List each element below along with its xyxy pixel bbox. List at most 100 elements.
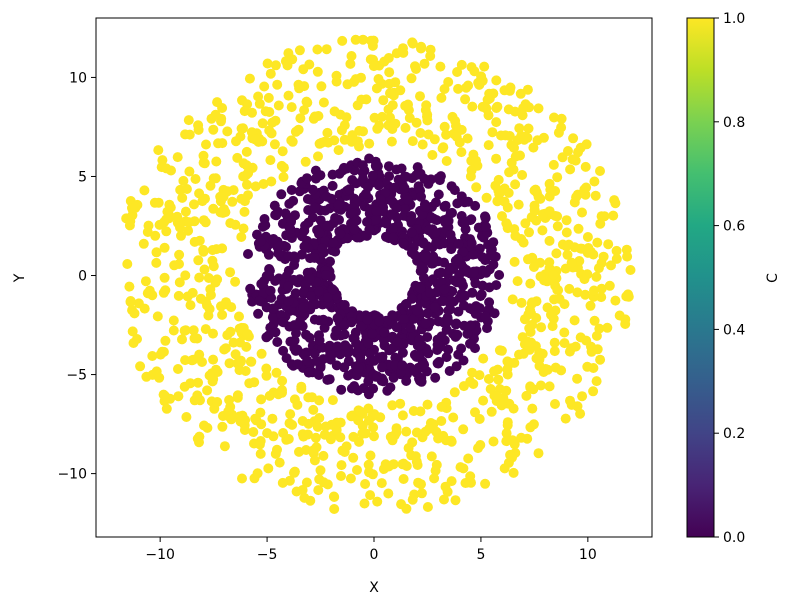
point-c1 [604,280,615,291]
point-c0 [351,215,362,226]
point-c1 [277,146,288,157]
point-c0 [340,340,351,351]
point-c1 [237,410,248,421]
point-c1 [345,58,356,69]
point-c1 [516,297,527,308]
point-c0 [405,323,416,333]
point-c1 [391,423,402,434]
point-c1 [522,84,533,95]
point-c1 [525,382,536,393]
point-c1 [313,151,323,162]
point-c1 [416,41,427,52]
point-c1 [329,106,340,117]
point-c1 [478,395,489,406]
point-c0 [367,170,378,181]
point-c0 [296,249,307,260]
point-c0 [331,325,342,336]
point-c0 [368,383,379,394]
point-c1 [173,364,183,374]
point-c1 [546,309,556,320]
point-c1 [153,197,164,208]
point-c0 [397,347,408,358]
point-c1 [308,404,319,415]
point-c1 [199,158,210,169]
point-c0 [456,276,467,287]
point-c1 [168,325,179,336]
point-c1 [273,389,284,400]
point-c1 [492,196,503,207]
point-c1 [595,354,606,365]
point-c1 [268,431,279,442]
point-c0 [307,212,318,223]
point-c1 [504,167,515,178]
point-c1 [173,290,184,301]
point-c0 [449,185,460,196]
point-c1 [387,400,398,411]
point-c1 [312,66,323,77]
point-c1 [545,184,556,195]
point-c1 [592,237,603,248]
point-c1 [525,422,536,433]
point-c1 [290,126,301,137]
point-c0 [476,289,487,300]
point-c1 [226,414,237,425]
point-c1 [491,391,502,401]
point-c1 [357,428,368,439]
point-c0 [409,349,420,360]
point-c0 [468,249,478,260]
point-c1 [321,44,332,55]
point-c0 [343,370,354,381]
point-c0 [438,296,449,307]
point-c1 [476,71,487,82]
point-c1 [159,242,170,253]
point-c1 [203,273,214,283]
point-c1 [177,192,188,203]
point-c1 [247,107,257,118]
point-c1 [295,113,306,124]
point-c1 [329,504,340,514]
point-c1 [166,165,176,176]
point-c1 [372,496,383,507]
point-c1 [596,283,607,294]
point-c1 [593,263,604,274]
point-c0 [400,171,411,182]
point-c1 [509,256,520,267]
point-c1 [159,272,170,283]
point-c1 [197,357,207,367]
point-c1 [298,431,309,442]
point-c1 [278,162,289,173]
point-c1 [234,311,244,322]
point-c1 [591,271,602,282]
point-c0 [371,206,382,217]
point-c1 [446,435,457,446]
point-c0 [335,229,346,239]
point-c1 [395,398,406,409]
point-c0 [318,314,329,325]
point-c1 [193,120,204,131]
point-c0 [401,376,412,386]
point-c0 [384,171,395,182]
point-c1 [287,419,298,430]
point-c1 [354,436,364,447]
point-c0 [309,202,320,213]
point-c1 [529,185,540,196]
point-c0 [441,352,452,363]
point-c0 [360,189,371,199]
point-c0 [436,267,447,278]
point-c1 [359,498,370,509]
point-c0 [270,327,281,338]
point-c1 [308,445,319,456]
point-c0 [327,180,338,191]
point-c1 [398,43,408,54]
point-c1 [369,112,380,123]
point-c1 [266,176,277,187]
point-c1 [549,112,559,123]
point-c1 [562,249,573,260]
point-c1 [489,366,500,377]
point-c1 [202,422,213,433]
point-c1 [551,248,562,259]
x-tick-label: 5 [476,547,485,563]
point-c1 [194,431,205,442]
point-c0 [327,348,338,359]
point-c1 [202,385,213,396]
